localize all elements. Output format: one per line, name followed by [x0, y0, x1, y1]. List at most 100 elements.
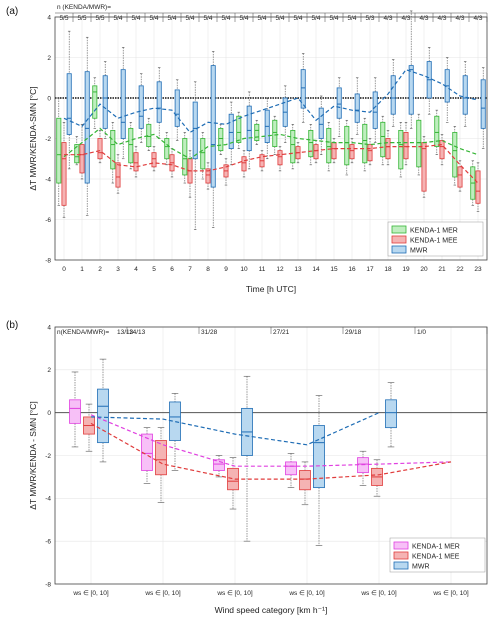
box-kenda-1-mer: [110, 129, 116, 170]
x-tick-label: 5: [152, 266, 156, 273]
box-kenda-1-mee: [277, 150, 283, 166]
legend-swatch: [393, 551, 409, 560]
box-kenda-1-mee: [205, 168, 211, 184]
box-mwr: [169, 401, 181, 441]
box-kenda-1-mer: [69, 399, 81, 424]
box-kenda-1-mee: [439, 140, 445, 160]
legend-entry: MWR: [412, 563, 430, 570]
box-mwr: [390, 75, 396, 115]
x-tick-label: 23: [474, 266, 482, 273]
box-mwr: [372, 91, 378, 129]
box-mwr: [336, 87, 342, 119]
mean-line-kenda-1-mee: [64, 143, 479, 184]
n-count-label: 5/5: [59, 15, 68, 22]
box-mwr: [138, 85, 144, 129]
x-tick-label: 18: [384, 266, 392, 273]
x-tick-label: ws ∈ [0, 10]: [288, 590, 324, 597]
y-tick-label: -4: [45, 176, 51, 183]
y-tick-label: -6: [45, 538, 51, 545]
x-tick-label: 21: [438, 266, 446, 273]
box-kenda-1-mer: [272, 119, 278, 148]
box-kenda-1-mer: [182, 138, 188, 176]
y-axis-label: ΔT MWR/KENDA-SMN [°C]: [28, 86, 38, 190]
n-count-label: 5/4: [347, 15, 356, 22]
box-kenda-1-mee: [155, 440, 167, 476]
box-kenda-1-mee: [133, 152, 139, 172]
box-kenda-1-mee: [79, 144, 85, 174]
n-count-label: 5/5: [77, 15, 86, 22]
box-mwr: [102, 75, 108, 129]
box-mwr: [210, 65, 216, 188]
legend-entry: KENDA-1 MER: [410, 227, 458, 234]
legend-swatch: [391, 245, 407, 254]
n-count-label: 5/4: [311, 15, 320, 22]
n-count-label: 5/4: [257, 15, 266, 22]
box-kenda-1-mee: [385, 138, 391, 160]
n-count-label: 4/3: [437, 15, 446, 22]
panel-b: -8 -6 -4 -2 0 2 4 ws ∈ [0, 10] ws ∈ [0, 10] ws ∈ …: [6, 320, 488, 615]
box-kenda-1-mer: [416, 119, 422, 168]
box-mwr: [156, 81, 162, 123]
box-mwr: [408, 65, 414, 115]
n-count-label: 5/4: [329, 15, 338, 22]
x-tick-label: 19: [402, 266, 410, 273]
legend-swatch: [393, 561, 409, 570]
n-header-label: n (KENDA/MWR)=: [57, 4, 111, 11]
y-tick-label: 0: [47, 410, 51, 417]
n-count-label: 5/4: [185, 15, 194, 22]
x-tick-label: ws ∈ [0, 10]: [216, 590, 252, 597]
n-count-label: 5/4: [239, 15, 248, 22]
box-kenda-1-mee: [457, 166, 463, 188]
box-kenda-1-mee: [241, 156, 247, 172]
box-kenda-1-mer: [398, 129, 404, 170]
axes-frame: [54, 16, 488, 261]
box-kenda-1-mer: [141, 433, 153, 471]
y-tick-label: 4: [47, 324, 51, 331]
y-tick-label: -8: [45, 581, 51, 588]
x-axis-label: Time [h UTC]: [246, 284, 296, 294]
box-kenda-1-mer: [164, 138, 170, 160]
panel-label: (a): [6, 6, 18, 17]
x-tick-label: 2: [98, 266, 102, 273]
y-tick-label: -6: [45, 217, 51, 224]
legend-swatch: [393, 541, 409, 550]
box-kenda-1-mer: [56, 117, 62, 184]
x-tick-label: 15: [330, 266, 338, 273]
n-count-label: 13/13: [117, 329, 134, 336]
box-kenda-1-mer: [200, 138, 206, 170]
mean-line-kenda-1-mer: [90, 414, 452, 467]
x-tick-label: 9: [224, 266, 228, 273]
box-mwr: [462, 75, 468, 115]
box-kenda-1-mee: [61, 142, 67, 206]
x-tick-label: 17: [366, 266, 374, 273]
n-count-label: 29/18: [345, 329, 362, 336]
y-tick-label: -2: [45, 136, 51, 143]
box-kenda-1-mee: [403, 132, 409, 160]
box-kenda-1-mee: [115, 162, 121, 188]
box-mwr: [84, 71, 90, 184]
box-kenda-1-mer: [74, 144, 80, 164]
box-kenda-1-mee: [421, 142, 427, 192]
x-tick-label: 3: [116, 266, 120, 273]
legend-entry: KENDA-1 MEE: [412, 553, 460, 560]
y-tick-label: -4: [45, 496, 51, 503]
x-tick-label: 20: [420, 266, 428, 273]
n-count-label: 5/3: [365, 15, 374, 22]
legend: KENDA-1 MER KENDA-1 MEE MWR: [389, 537, 486, 573]
box-kenda-1-mer: [380, 121, 386, 158]
n-count-label: 4/3: [455, 15, 464, 22]
box-mwr: [246, 105, 252, 152]
box-mwr: [300, 69, 306, 109]
x-tick-label: ws ∈ [0, 10]: [144, 590, 180, 597]
n-count-label: 5/4: [275, 15, 284, 22]
x-tick-label: 0: [62, 266, 66, 273]
legend: KENDA-1 MER KENDA-1 MEE MWR: [387, 221, 484, 257]
n-count-label: 1/0: [417, 329, 426, 336]
x-tick-label: 7: [188, 266, 192, 273]
box-mwr: [480, 79, 486, 129]
axes-frame: [54, 326, 488, 585]
box-mwr: [385, 399, 397, 429]
x-tick-label: 11: [259, 266, 266, 273]
